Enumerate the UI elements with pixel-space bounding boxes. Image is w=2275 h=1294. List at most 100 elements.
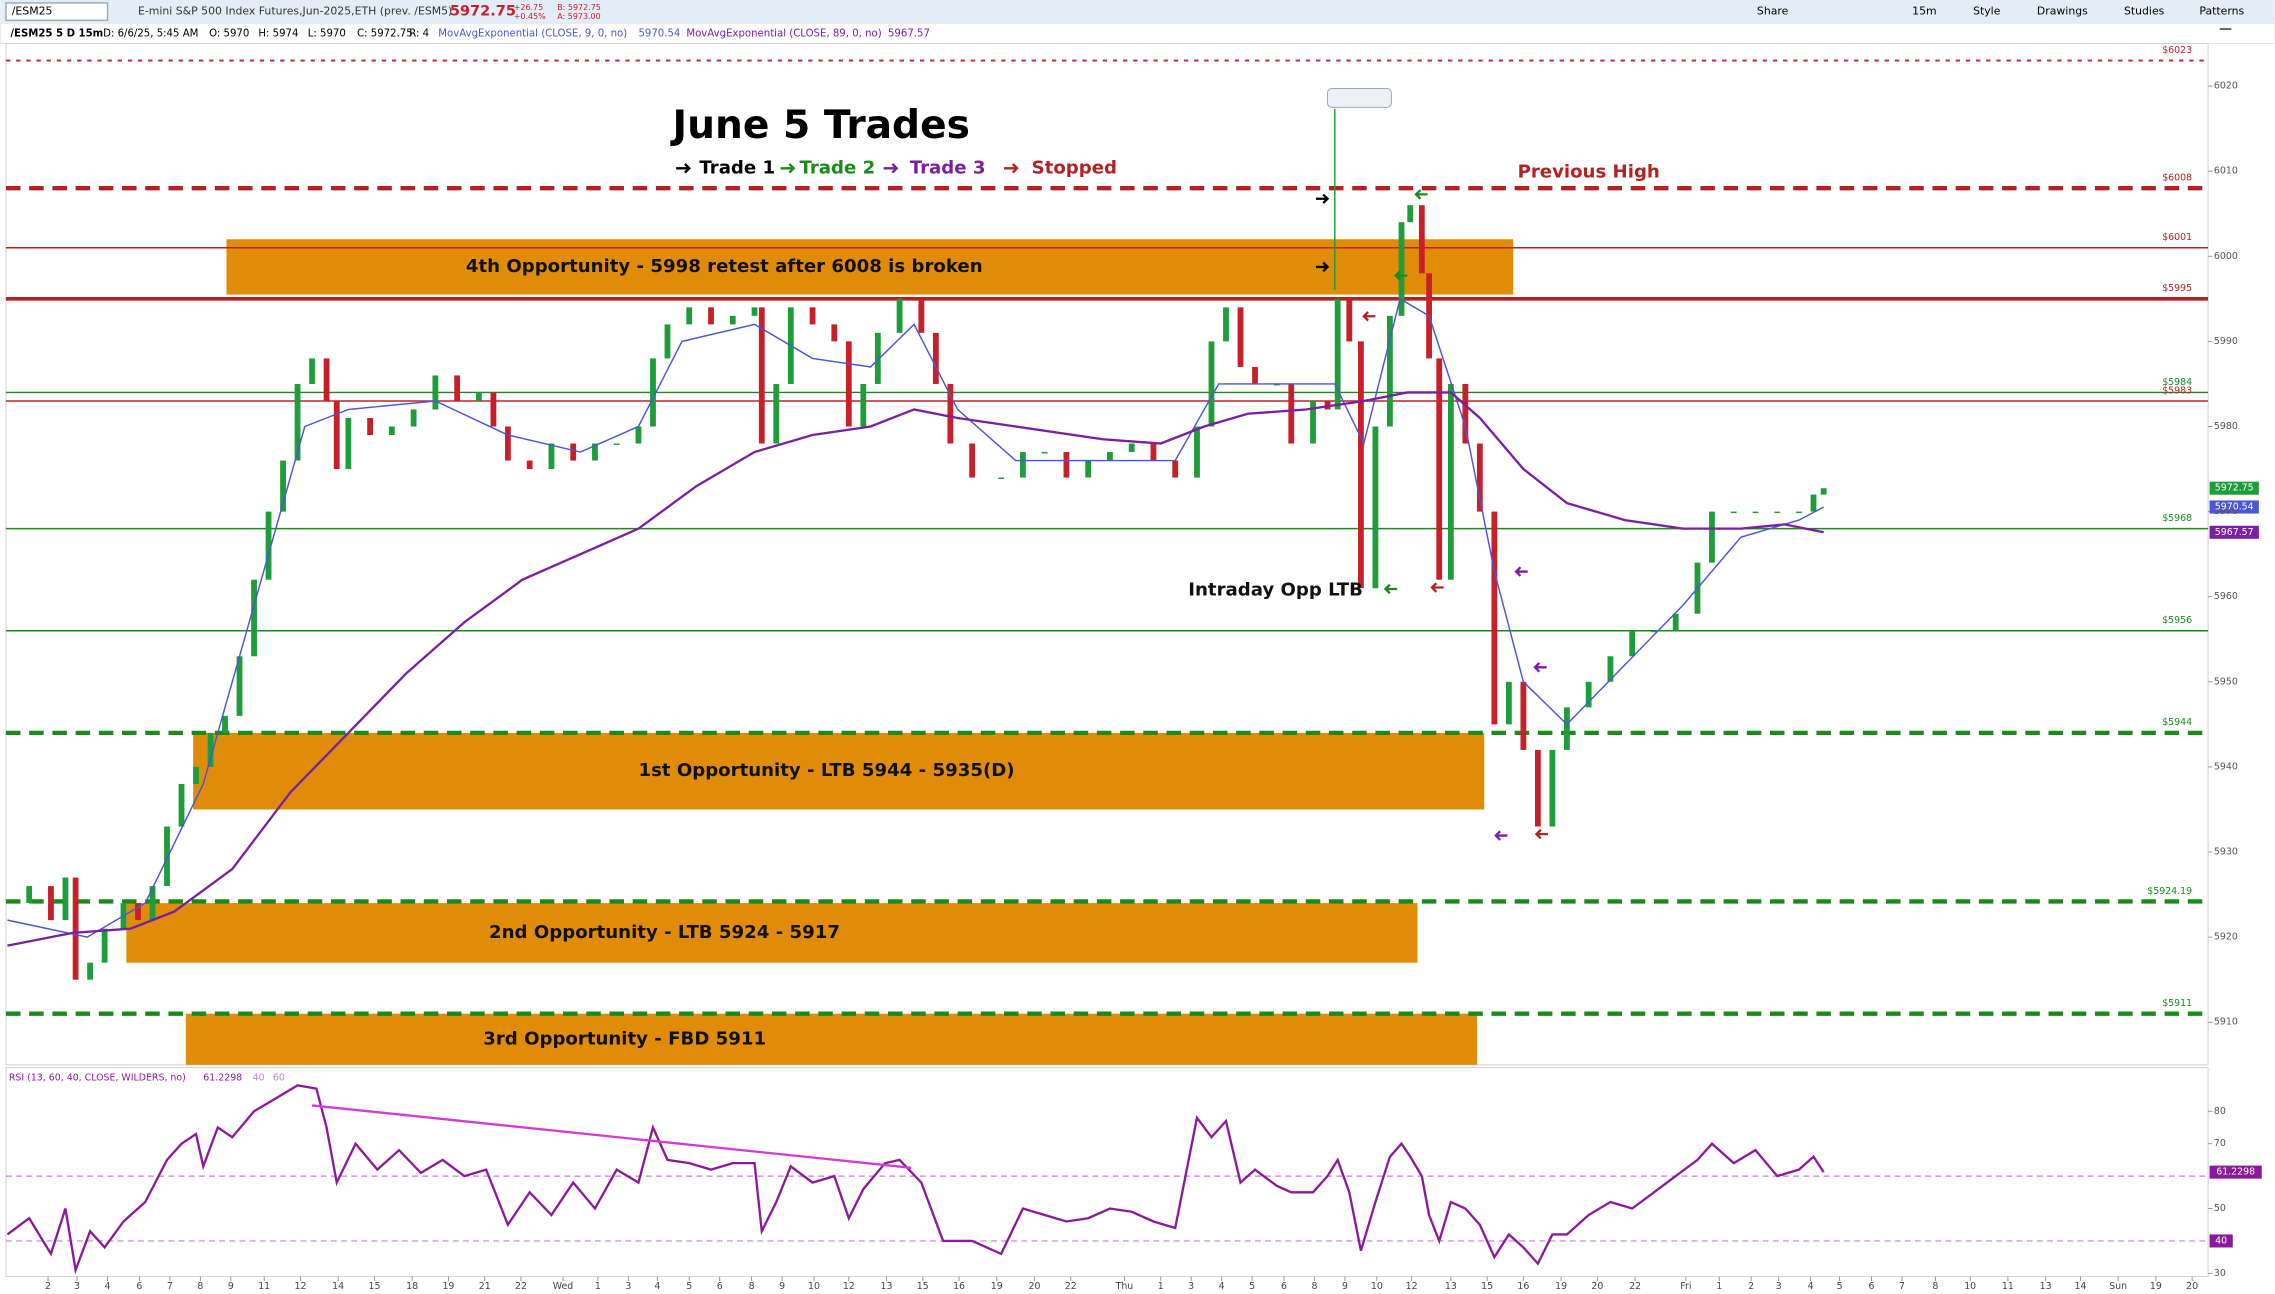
candle <box>432 375 439 410</box>
candle <box>101 928 108 963</box>
header-date: D: 6/6/25, 5:45 AM <box>103 28 198 39</box>
candle <box>1607 656 1614 682</box>
y-tick-label: 6000 <box>2214 251 2238 262</box>
ema-line <box>7 391 1824 947</box>
candle <box>87 962 94 980</box>
candle <box>1310 400 1316 444</box>
candle <box>896 298 903 333</box>
x-tick-label: 6 <box>1281 1281 1287 1292</box>
opportunity-zone <box>185 1013 1477 1065</box>
interval[interactable]: 15m <box>1912 5 1936 18</box>
toolbar-button[interactable]: Style <box>1973 5 2001 18</box>
candle <box>758 307 765 444</box>
marks <box>6 163 2262 1275</box>
legend-label: Trade 3 <box>910 157 986 178</box>
x-tick-label: 1 <box>1716 1281 1722 1292</box>
chart-title: June 5 Trades <box>670 103 970 148</box>
candle <box>475 392 482 401</box>
legend-label: Trade 2 <box>799 157 875 178</box>
x-tick-label: 20 <box>1591 1281 1603 1292</box>
candle <box>831 324 838 342</box>
candle <box>1709 511 1715 563</box>
candle <box>729 315 736 325</box>
toolbar-button[interactable]: Drawings <box>2037 5 2088 18</box>
study-name: MovAvgExponential (CLOSE, 9, 0, no) <box>438 28 627 39</box>
candle <box>526 460 533 470</box>
x-tick-label: 19 <box>442 1281 454 1292</box>
candle <box>251 579 257 657</box>
zone-label: 1st Opportunity - LTB 5944 - 5935(D) <box>638 760 1014 781</box>
x-tick-label: 3 <box>74 1281 80 1292</box>
x-tick-label: 6 <box>136 1281 142 1292</box>
toolbar-button[interactable]: Patterns <box>2199 5 2244 18</box>
candle <box>178 783 185 827</box>
x-tick-label: 13 <box>1445 1281 1457 1292</box>
rsi-title: RSI (13, 60, 40, CLOSE, WILDERS, no) <box>9 1072 186 1083</box>
candle <box>635 426 642 444</box>
candle <box>1549 749 1556 827</box>
level-label: $5983 <box>2162 385 2192 396</box>
level-label: $5984 <box>2162 377 2192 388</box>
candle <box>1629 630 1636 657</box>
y-tick-label: 50 <box>2214 1203 2226 1214</box>
level-label: $5956 <box>2162 615 2192 626</box>
x-tick-label: 15 <box>917 1281 929 1292</box>
candle <box>1491 511 1498 725</box>
legend-label: Trade 1 <box>699 157 775 178</box>
zones <box>126 239 1514 1065</box>
candle <box>918 298 925 333</box>
candle <box>845 341 852 427</box>
candle <box>548 443 555 470</box>
candle <box>1387 315 1393 427</box>
y-tick-label: 5940 <box>2214 761 2238 772</box>
legend-arrow <box>676 163 691 174</box>
price-tag <box>2209 525 2259 539</box>
y-tick-label: 5950 <box>2214 676 2238 687</box>
candle <box>1252 366 1258 384</box>
level-label: $5911 <box>2162 998 2192 1009</box>
price-tag <box>2209 500 2259 514</box>
x-tick-label: 6 <box>1869 1281 1875 1292</box>
y-tick-label: 5990 <box>2214 336 2238 347</box>
candle <box>1346 298 1353 342</box>
candle <box>490 392 497 427</box>
labels: /ESM25 E-mini S&P 500 Index Futures,Jun-2… <box>9 3 2255 1292</box>
x-tick-label: 10 <box>808 1281 820 1292</box>
level-label: $6008 <box>2162 173 2192 184</box>
x-tick-label: 7 <box>167 1281 173 1292</box>
level-label: $6001 <box>2162 232 2192 243</box>
candle <box>333 400 340 470</box>
description: E-mini S&P 500 Index Futures,Jun-2025,ET… <box>138 5 452 18</box>
candle <box>1372 426 1379 589</box>
candle <box>998 477 1005 480</box>
toolbar-button[interactable]: Share <box>1757 5 1789 18</box>
last-price: 5972.75 <box>450 4 516 20</box>
candle <box>1534 749 1541 827</box>
y-tick-label: 6010 <box>2214 166 2238 177</box>
symbol-input[interactable] <box>5 2 109 22</box>
header-close: C: 5972.75 <box>357 28 413 39</box>
header-low: L: 5970 <box>308 28 346 39</box>
x-tick-label: 12 <box>1406 1281 1418 1292</box>
header-open: O: 5970 <box>209 28 249 39</box>
x-tick-label: 22 <box>1629 1281 1641 1292</box>
zone-label: 4th Opportunity - 5998 retest after 6008… <box>466 256 983 277</box>
price-panel <box>5 43 2209 1066</box>
level-label: $5968 <box>2162 513 2192 524</box>
x-tick-label: 3 <box>1776 1281 1782 1292</box>
x-tick-label: 1 <box>1158 1281 1164 1292</box>
y-tick-label: 30 <box>2214 1268 2226 1279</box>
candle <box>149 886 156 921</box>
study-value: 5967.57 <box>888 28 930 39</box>
x-tick-label: 3 <box>625 1281 631 1292</box>
x-tick-label: 8 <box>1932 1281 1938 1292</box>
candle <box>1019 452 1026 478</box>
rsi-level-label: 60 <box>273 1072 285 1083</box>
x-tick-label: 19 <box>2150 1281 2162 1292</box>
toolbar-button[interactable]: Studies <box>2124 5 2165 18</box>
candle <box>1672 613 1679 631</box>
candle <box>1520 681 1527 750</box>
change-pct: +0.45% <box>514 12 546 21</box>
x-tick-label: 13 <box>881 1281 893 1292</box>
